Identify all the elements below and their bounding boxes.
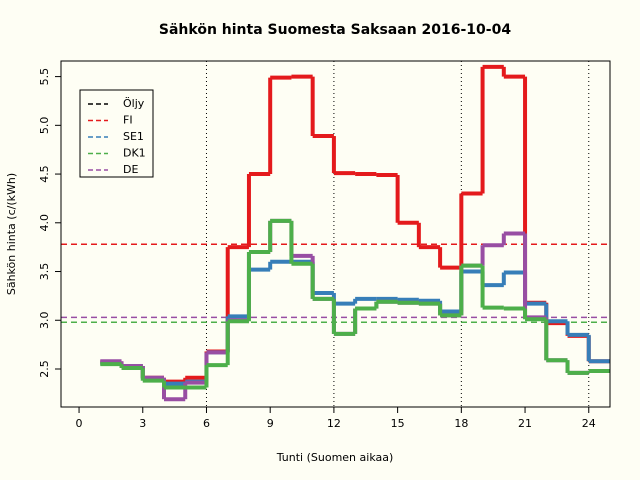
x-tick-label: 3 <box>139 417 146 430</box>
legend-label: DK1 <box>123 147 146 160</box>
y-tick-label: 5.0 <box>38 117 51 134</box>
x-tick-label: 24 <box>582 417 596 430</box>
legend-label: Öljy <box>123 97 145 110</box>
y-tick-label: 3.0 <box>38 312 51 330</box>
plot-area <box>61 61 610 407</box>
y-tick-label: 4.0 <box>38 214 51 232</box>
x-tick-label: 9 <box>267 417 274 430</box>
x-tick-label: 12 <box>327 417 341 430</box>
y-tick-label: 4.5 <box>38 165 51 183</box>
x-tick-label: 21 <box>518 417 532 430</box>
y-tick-label: 2.5 <box>38 360 51 378</box>
x-tick-label: 0 <box>76 417 83 430</box>
x-axis-label: Tunti (Suomen aikaa) <box>276 451 394 464</box>
legend-label: DE <box>123 163 138 176</box>
chart-title: Sähkön hinta Suomesta Saksaan 2016-10-04 <box>159 22 511 38</box>
legend-label: FI <box>123 114 133 127</box>
x-tick-label: 15 <box>391 417 405 430</box>
x-tick-label: 18 <box>454 417 468 430</box>
plot-frame <box>60 60 611 408</box>
y-axis-label: Sähkön hinta (c/(kWh) <box>5 173 18 295</box>
y-tick-label: 5.5 <box>38 68 51 86</box>
x-tick-label: 6 <box>203 417 210 430</box>
y-tick-label: 3.5 <box>38 263 51 281</box>
legend-label: SE1 <box>123 130 144 143</box>
